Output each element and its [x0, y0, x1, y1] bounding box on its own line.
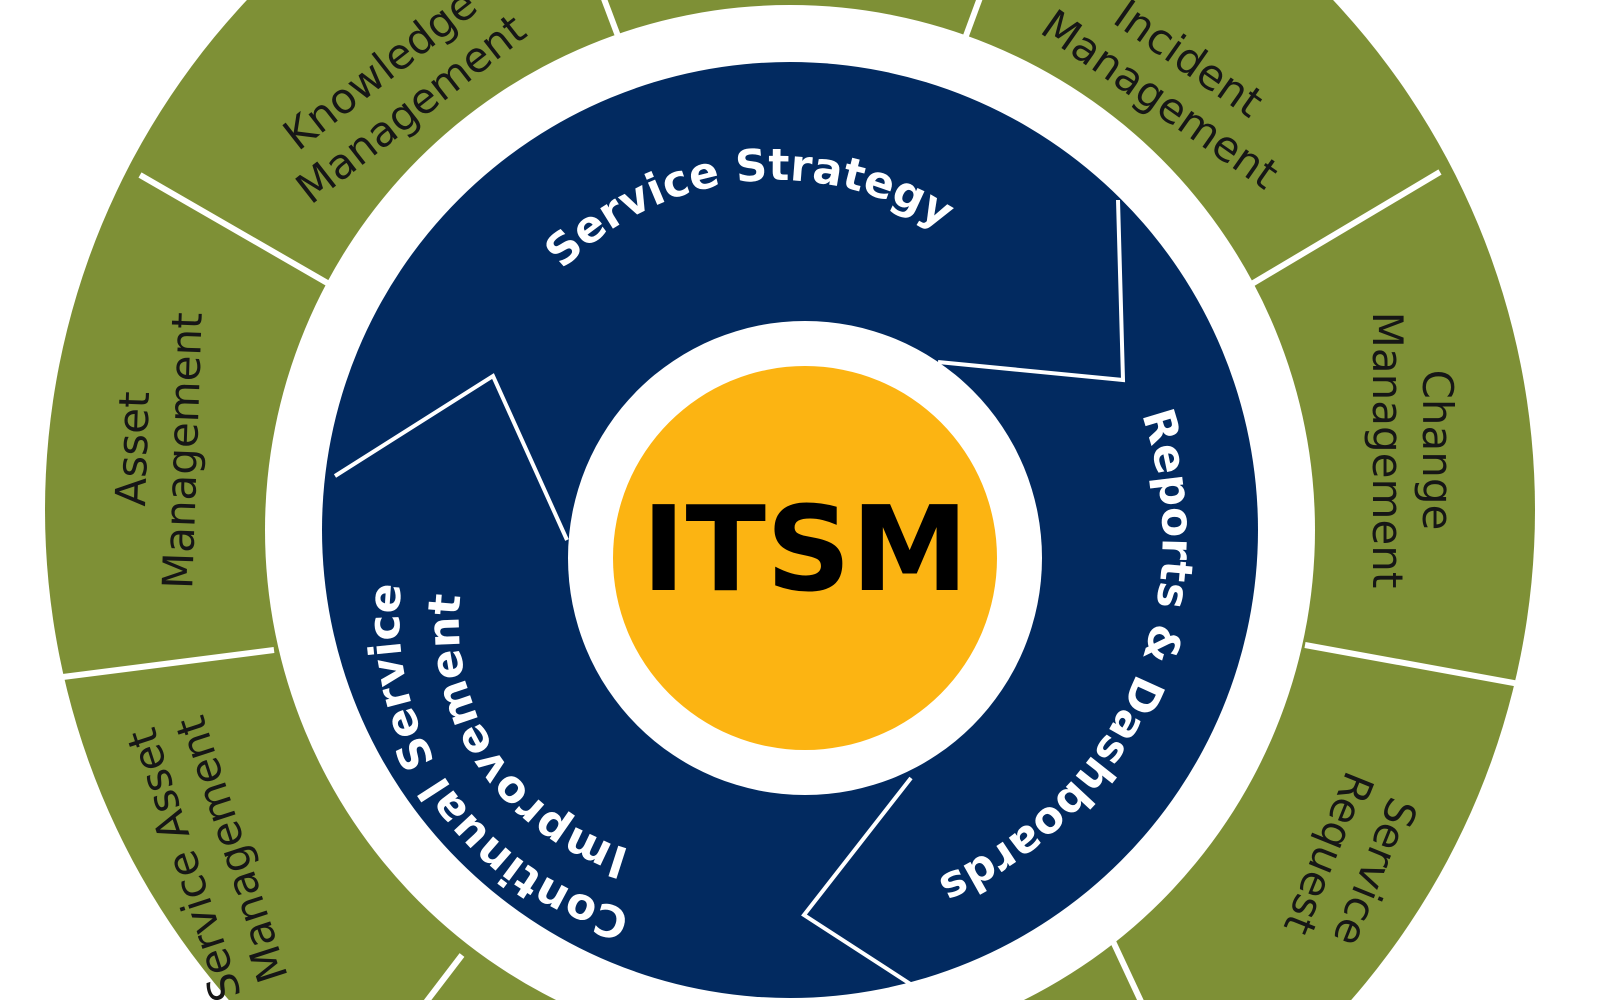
outer-label-line: Management: [153, 312, 212, 590]
inner-separator: [333, 373, 569, 541]
outer-separator: [1243, 169, 1442, 291]
outer-separator: [601, 0, 627, 54]
outer-label-asset-management: Asset Management: [106, 312, 212, 590]
outer-separator: [423, 953, 465, 1000]
center-title: ITSM: [642, 480, 969, 618]
outer-label-line: Change: [1413, 370, 1462, 531]
outer-label-change-management: Change Management: [1363, 312, 1462, 589]
outer-separator: [1107, 933, 1144, 1000]
inner-separator: [801, 776, 937, 1000]
outer-label-line: Asset: [106, 391, 159, 507]
inner-separator: [937, 199, 1126, 383]
core-circle: [613, 366, 997, 750]
outer-separator: [54, 647, 275, 681]
outer-separator: [957, 0, 983, 54]
outer-separator: [138, 172, 338, 291]
outer-label-line: Management: [1363, 312, 1412, 589]
outer-separator: [1304, 642, 1526, 688]
